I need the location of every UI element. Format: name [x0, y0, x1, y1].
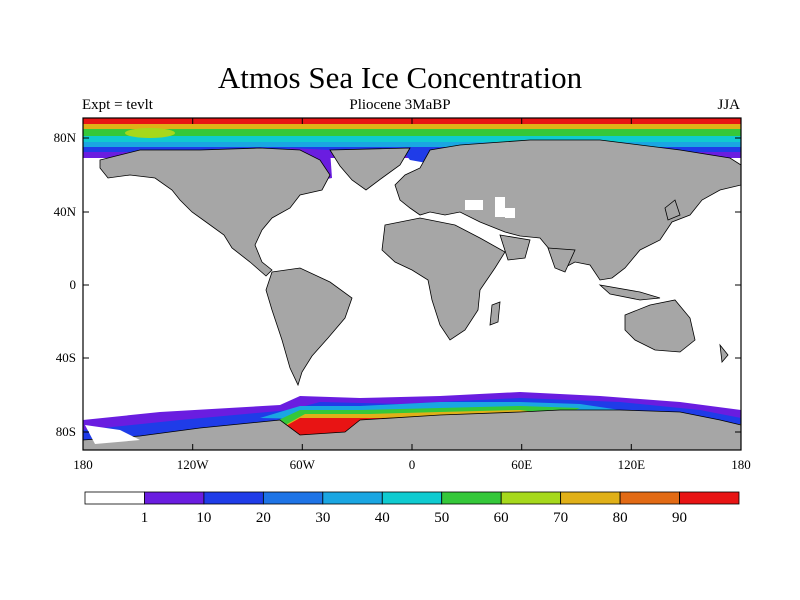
latitude-labels: 80N 40N 0 40S 80S — [54, 130, 77, 439]
australia — [624, 299, 696, 353]
colorbar-labels: 1 10 20 30 40 50 60 70 80 90 — [141, 510, 687, 526]
period-label: Pliocene 3MaBP — [349, 97, 451, 113]
colorbar-swatch — [679, 491, 740, 505]
latitude-label: 0 — [70, 277, 77, 292]
map-title: Atmos Sea Ice Concentration — [217, 60, 583, 95]
map-area — [83, 118, 741, 450]
axis-ticks — [82, 118, 742, 450]
north-america — [99, 147, 331, 277]
latitude-label: 80S — [56, 424, 76, 439]
colorbar-label: 10 — [196, 510, 211, 526]
colorbar-swatch — [619, 491, 680, 505]
colorbar-label: 1 — [141, 510, 149, 526]
antarctica — [83, 409, 741, 450]
colorbar-swatch — [84, 491, 145, 505]
season-label: JJA — [717, 97, 740, 113]
colorbar-label: 80 — [613, 510, 628, 526]
longitude-label: 0 — [409, 457, 416, 472]
colorbar-label: 60 — [494, 510, 509, 526]
colorbar-label: 20 — [256, 510, 271, 526]
latitude-label: 80N — [54, 130, 77, 145]
south-america — [265, 267, 353, 387]
colorbar-label: 50 — [434, 510, 449, 526]
colorbar-swatch — [500, 491, 562, 505]
longitude-label: 180 — [731, 457, 751, 472]
no-data-patches — [85, 197, 515, 444]
longitude-label: 120E — [618, 457, 646, 472]
colorbar-swatch — [144, 491, 205, 505]
colorbar-swatch — [322, 491, 383, 505]
colorbar-swatch — [441, 491, 502, 505]
eurasia — [394, 139, 741, 281]
longitude-labels: 180 120W 60W 0 60E 120E 180 — [73, 457, 751, 472]
greenland — [329, 147, 411, 191]
longitude-label: 120W — [177, 457, 210, 472]
colorbar-swatch — [381, 491, 443, 505]
colorbar-label: 30 — [315, 510, 330, 526]
colorbar-swatch — [560, 491, 621, 505]
experiment-label: Expt = tevlt — [82, 97, 153, 113]
longitude-label: 60W — [290, 457, 316, 472]
longitude-label: 60E — [511, 457, 532, 472]
longitude-label: 180 — [73, 457, 93, 472]
colorbar-label: 70 — [553, 510, 568, 526]
latitude-label: 40N — [54, 204, 77, 219]
land-masses — [83, 139, 741, 450]
colorbar — [84, 491, 740, 505]
colorbar-label: 40 — [375, 510, 390, 526]
latitude-label: 40S — [56, 350, 76, 365]
colorbar-swatch — [262, 491, 324, 505]
colorbar-swatch — [203, 491, 264, 505]
africa — [381, 217, 506, 341]
colorbar-label: 90 — [672, 510, 687, 526]
